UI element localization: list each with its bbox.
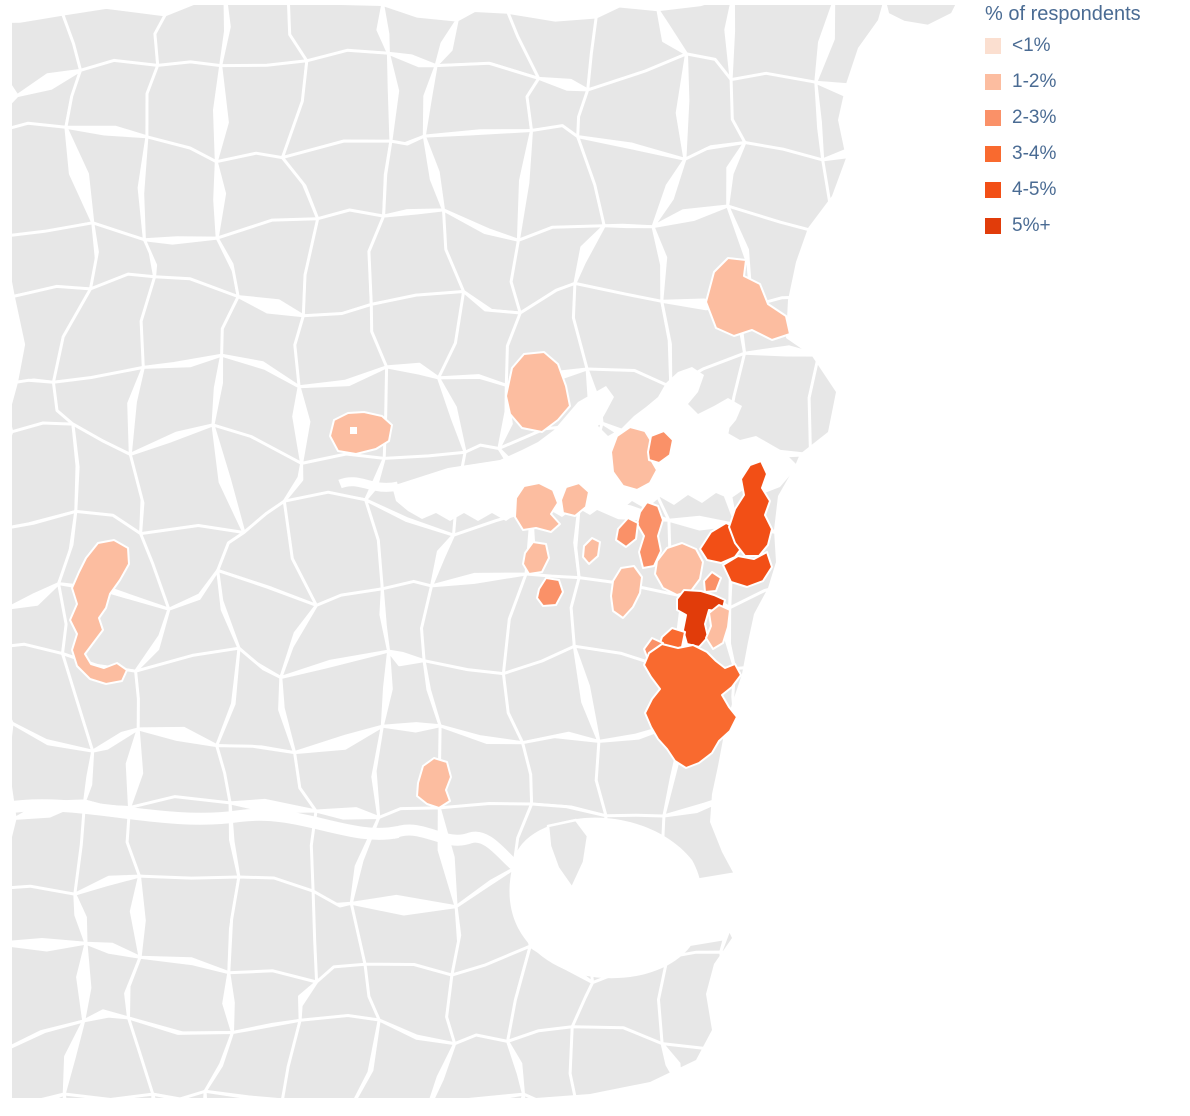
legend-swatch-lt1: [985, 38, 1001, 54]
suburb-cell: [0, 884, 88, 945]
legend-swatch-3-4: [985, 146, 1001, 162]
map-region[interactable]: [705, 257, 791, 341]
legend-swatch-1-2: [985, 74, 1001, 90]
legend-label: <1%: [1012, 35, 1051, 56]
map-region[interactable]: [636, 501, 664, 569]
map-region[interactable]: [416, 757, 452, 809]
harbour-water: [392, 367, 798, 521]
map-region[interactable]: [505, 351, 571, 433]
suburb-cell: [729, 0, 836, 84]
map-region[interactable]: [69, 539, 130, 685]
legend-label: 5%+: [1012, 215, 1051, 236]
region-hole: [350, 427, 357, 434]
legend-title: % of respondents: [985, 3, 1141, 25]
legend-item: <1%: [985, 35, 1141, 57]
legend-swatch-5plus: [985, 218, 1001, 234]
airport-peninsula: [546, 818, 590, 890]
extra-land-layer: [546, 0, 960, 890]
legend-item: 4-5%: [985, 179, 1141, 201]
legend-swatch-4-5: [985, 182, 1001, 198]
legend-item: 5%+: [985, 215, 1141, 237]
legend-item: 3-4%: [985, 143, 1141, 165]
map-region[interactable]: [610, 426, 658, 491]
map-region[interactable]: [705, 604, 731, 650]
choropleth-regions: [69, 257, 791, 809]
map-region[interactable]: [560, 482, 590, 517]
suburb-cell: [422, 61, 541, 138]
bottom-margin: [0, 1098, 1190, 1116]
map-region[interactable]: [647, 430, 674, 464]
map-region[interactable]: [722, 551, 773, 588]
legend-item: 2-3%: [985, 107, 1141, 129]
map-region[interactable]: [643, 643, 742, 769]
bay-entrance-water: [688, 872, 742, 946]
legend-label: 2-3%: [1012, 107, 1057, 128]
map-region[interactable]: [615, 517, 639, 548]
map-region[interactable]: [329, 411, 393, 455]
map-legend: % of respondents <1% 1-2% 2-3% 3-4% 4-5%…: [985, 2, 1141, 251]
legend-label: 3-4%: [1012, 143, 1057, 164]
map-region[interactable]: [728, 460, 773, 557]
legend-label: 4-5%: [1012, 179, 1057, 200]
georges-river-upper: [4, 799, 400, 840]
map-region[interactable]: [536, 577, 564, 607]
ocean-water: [505, 0, 1190, 1116]
map-region[interactable]: [514, 482, 561, 533]
map-region[interactable]: [654, 542, 704, 596]
parramatta-river: [338, 477, 400, 492]
top-margin: [0, 0, 1190, 5]
suburb-cell: [227, 875, 325, 988]
legend-swatch-2-3: [985, 110, 1001, 126]
map-region[interactable]: [703, 571, 722, 593]
georges-river: [389, 824, 522, 873]
map-region[interactable]: [676, 589, 726, 648]
suburb-cell: [1, 221, 99, 298]
map-region[interactable]: [582, 537, 601, 565]
legend-label: 1-2%: [1012, 71, 1057, 92]
map-region[interactable]: [610, 565, 643, 619]
legend-item: 1-2%: [985, 71, 1141, 93]
left-margin: [0, 0, 12, 1116]
suburb-cell: [64, 58, 160, 139]
map-region[interactable]: [522, 541, 550, 575]
